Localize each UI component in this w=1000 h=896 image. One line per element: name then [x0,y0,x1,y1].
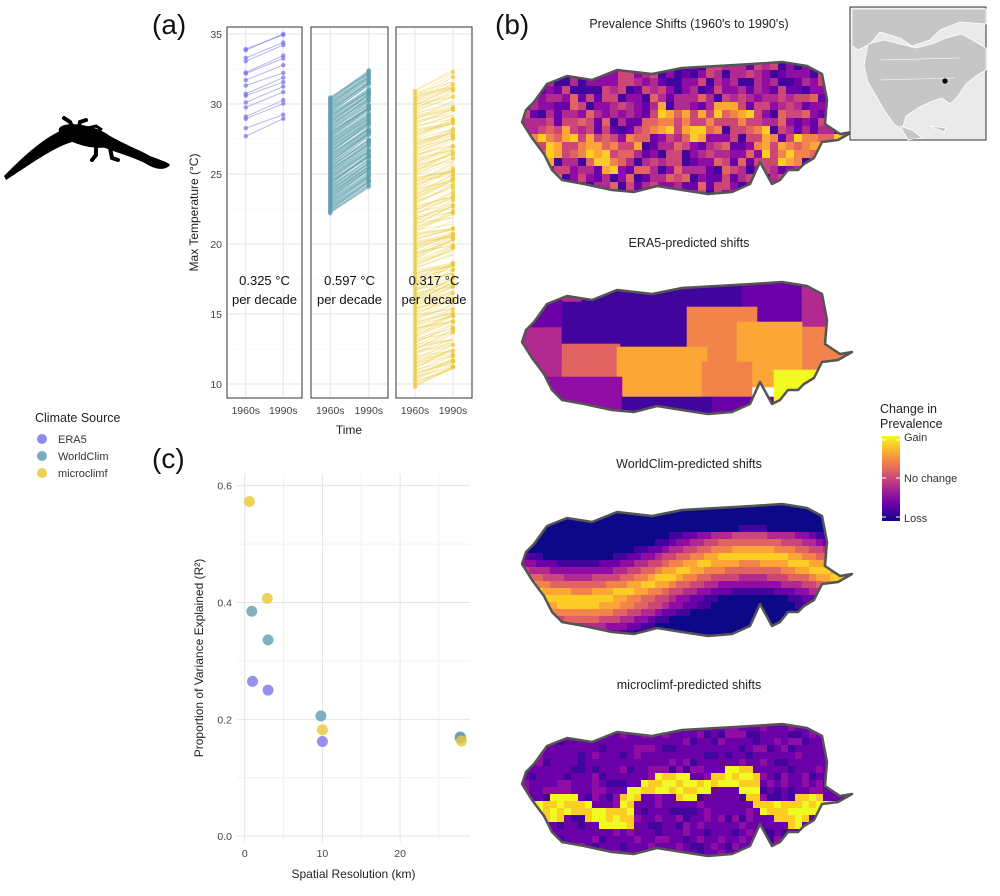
panel-a-x-axis-title: Time [336,423,363,437]
legend-title: Climate Source [35,411,120,425]
panel-c-y-axis-title: Proportion of Variance Explained (R²) [192,559,206,758]
map-title-era5: ERA5-predicted shifts [629,236,750,250]
panel-c-point-era5 [262,684,274,696]
panel-a-x-tick-label: 1990s [439,405,468,417]
legend-label-microclimf: microclimf [58,468,108,480]
legend-swatch-era5 [37,434,47,444]
panel-a-x-tick-label: 1960s [401,405,430,417]
panel-c-scatter-chart: 0.0 0.2 0.4 0.6 0 10 20 Spatial Resolution (km)… [192,474,470,881]
panel-c-point-microclimf [455,735,467,747]
panel-c-y-tick-label: 0.4 [217,598,232,610]
panel-a-series-worldclim [328,68,371,216]
facet-worldclim: 1960s 1990s 0.597 °C per decade [310,26,389,417]
legend-label-worldclim: WorldClim [58,451,109,463]
panel-a-series-era5 [243,31,286,139]
panel-a-y-tick-label: 35 [210,29,222,41]
panel-a-temperature-chart: Max Temperature (°C) 10 15 20 25 30 35 Time 1960… [187,26,473,437]
panel-a-x-tick-label: 1990s [354,405,383,417]
panel-a-label: (a) [152,9,186,40]
colorbar-label-gain: Gain [904,432,927,444]
panel-a-x-tick-label: 1990s [269,405,298,417]
panel-c-point-microclimf [243,495,255,507]
panel-a-y-tick-label: 15 [210,309,222,321]
prevalence-colorbar: Change in Prevalence Gain No change Loss [880,402,957,525]
panel-c-point-worldclim [315,710,327,722]
panel-c-x-tick-label: 20 [394,848,406,860]
panel-c-y-tick-label: 0.0 [217,831,232,843]
panel-a-x-tick-label: 1960s [316,405,345,417]
colorbar-label-loss: Loss [904,513,928,525]
climate-source-legend: Climate Source ERA5 WorldClim microclimf [35,411,120,480]
panel-a-y-tick-label: 30 [210,99,222,111]
map-title-microclimf: microclimf-predicted shifts [617,678,761,692]
panel-a-y-tick-label: 10 [210,379,222,391]
trend-unit-microclimf: per decade [401,292,466,307]
panel-a-y-tick-label: 20 [210,239,222,251]
study-site-marker [942,78,948,84]
panel-c-x-axis-title: Spatial Resolution (km) [291,867,415,881]
facet-microclimf: 1960s 1990s 0.317 °C per decade [395,26,473,417]
trend-label-era5: 0.325 °C [239,273,290,288]
legend-swatch-worldclim [37,451,47,461]
panel-c-point-microclimf [261,592,273,604]
facet-era5: 1960s 1990s 0.325 °C per decade [226,26,303,417]
panel-c-point-era5 [316,736,328,748]
panel-c-point-era5 [247,675,259,687]
panel-c-point-worldclim [262,634,274,646]
panel-a-series-microclimf [412,69,456,389]
panel-b-label: (b) [495,9,529,40]
salamander-icon [4,116,170,180]
legend-swatch-microclimf [37,468,47,478]
panel-c-label: (c) [152,443,185,474]
panel-c-y-tick-label: 0.6 [217,481,232,493]
panel-c-point-microclimf [316,724,328,736]
colorbar-title-line2: Prevalence [880,417,943,431]
colorbar-title-line1: Change in [880,402,937,416]
map-microclimf [520,722,854,858]
north-america-locator-inset [849,6,987,141]
trend-unit-era5: per decade [232,292,297,307]
map-era5 [520,280,854,416]
colorbar-gradient [882,436,900,521]
colorbar-label-no-change: No change [904,473,957,485]
trend-label-microclimf: 0.317 °C [409,273,460,288]
map-worldclim [520,502,854,638]
panel-c-x-tick-label: 10 [317,848,329,860]
panel-a-y-tick-label: 25 [210,169,222,181]
trend-unit-worldclim: per decade [317,292,382,307]
panel-c-y-tick-label: 0.2 [217,714,232,726]
panel-c-x-tick-label: 0 [242,848,248,860]
map-observed [520,60,854,196]
trend-label-worldclim: 0.597 °C [324,273,375,288]
map-title-worldclim: WorldClim-predicted shifts [616,457,762,471]
map-title-observed: Prevalence Shifts (1960's to 1990's) [589,17,788,31]
panel-a-x-tick-label: 1960s [231,405,260,417]
panel-c-point-worldclim [246,605,258,617]
panel-a-y-axis-title: Max Temperature (°C) [187,154,201,272]
legend-label-era5: ERA5 [58,434,87,446]
